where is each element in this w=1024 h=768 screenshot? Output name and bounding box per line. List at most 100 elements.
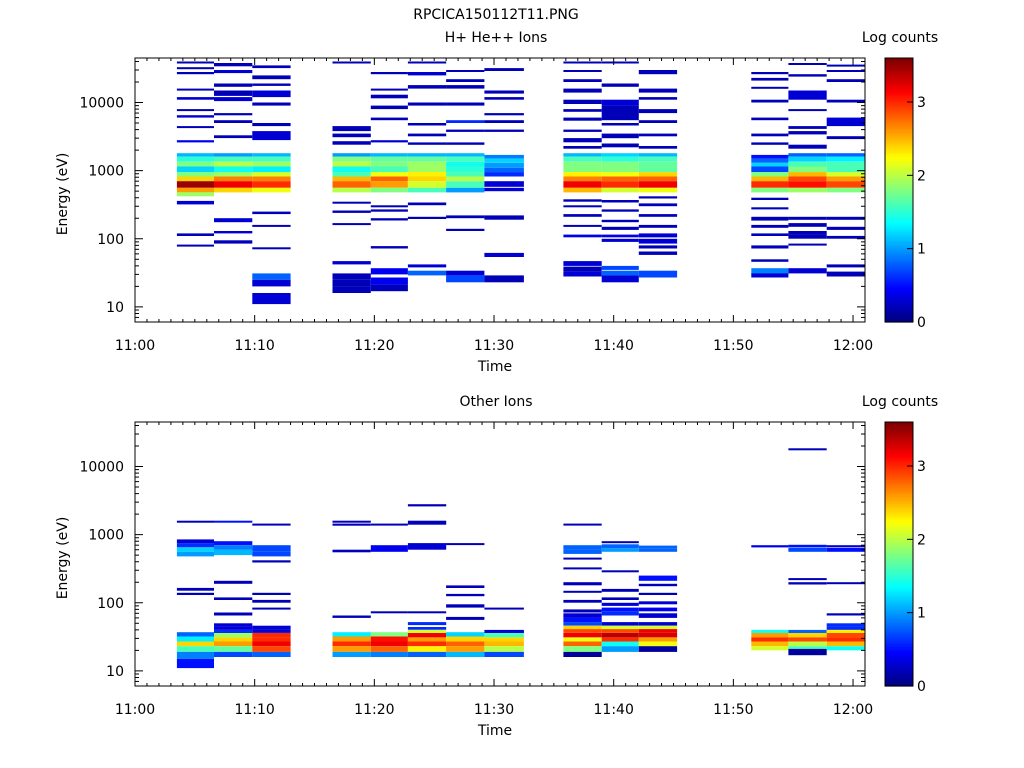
heatmap-cell: [407, 543, 447, 550]
colorbar-segment: [885, 433, 913, 436]
heatmap-cell: [370, 105, 408, 110]
heatmap-cell: [370, 72, 408, 75]
heatmap-cell: [826, 626, 865, 630]
colorbar-segment: [885, 249, 913, 253]
heatmap-cell: [214, 637, 253, 642]
heatmap-cell: [788, 156, 827, 162]
heatmap-cell: [751, 158, 789, 163]
colorbar-segment: [885, 302, 913, 305]
y-tick-label: 1000: [88, 164, 124, 180]
heatmap-cell: [563, 109, 602, 112]
heatmap-cell: [332, 641, 371, 647]
heatmap-cell: [214, 181, 253, 188]
colorbar-segment: [885, 97, 913, 101]
colorbar-segment: [885, 543, 913, 546]
figure-title: RPCICA150112T11.PNG: [413, 7, 578, 23]
heatmap-cell: [407, 133, 447, 137]
colorbar-segment: [885, 490, 913, 493]
heatmap-cell: [332, 615, 371, 618]
colorbar-segment: [885, 659, 913, 663]
heatmap-cell: [563, 622, 602, 626]
heatmap-cell: [484, 646, 524, 652]
heatmap-cell: [563, 582, 602, 586]
colorbar-segment: [885, 624, 913, 628]
heatmap-cell: [484, 181, 524, 187]
colorbar-segment: [885, 556, 913, 559]
heatmap-cell: [563, 117, 602, 121]
heatmap-cell: [484, 607, 524, 610]
heatmap-cell: [214, 231, 253, 234]
colorbar-segment: [885, 637, 913, 641]
colorbar-segment: [885, 207, 913, 211]
colorbar-segment: [885, 115, 913, 118]
colorbar-segment: [885, 675, 913, 678]
heatmap-cell: [563, 214, 602, 217]
x-tick-label: 11:50: [713, 338, 753, 354]
colorbar-segment: [885, 102, 913, 105]
colorbar-segment: [885, 538, 913, 542]
heatmap-cell: [446, 70, 485, 72]
heatmap-cell: [601, 275, 639, 283]
heatmap-cell: [563, 138, 602, 143]
heatmap-cell: [407, 156, 447, 162]
heatmap-cell: [176, 140, 214, 143]
colorbar-segment: [885, 282, 913, 286]
colorbar-segment: [885, 602, 913, 606]
colorbar-segment: [885, 514, 913, 518]
heatmap-cell: [751, 176, 789, 182]
heatmap-cell: [601, 622, 639, 626]
x-tick-label: 11:40: [594, 338, 634, 354]
heatmap-cell: [563, 637, 602, 642]
heatmap-cell: [176, 161, 214, 167]
colorbar-segment: [885, 518, 913, 522]
heatmap-cell: [332, 261, 371, 265]
heatmap-cell: [601, 181, 639, 188]
colorbar-segment: [885, 236, 913, 239]
heatmap-cell: [563, 172, 602, 177]
colorbar-tick-label: 3: [917, 95, 926, 111]
colorbar-segment: [885, 457, 913, 460]
heatmap-cell: [484, 252, 524, 257]
heatmap-cell: [638, 251, 678, 255]
heatmap-cell: [484, 167, 524, 173]
heatmap-cell: [446, 585, 485, 588]
colorbar-segment: [885, 615, 913, 619]
plot-frame: [134, 421, 866, 687]
heatmap-cell: [370, 268, 408, 275]
heatmap-cell: [826, 226, 865, 230]
heatmap-cell: [407, 61, 447, 64]
heatmap-cell: [176, 646, 214, 652]
heatmap-cell: [788, 268, 827, 274]
heatmap-cell: [332, 651, 371, 657]
heatmap-cell: [407, 172, 447, 177]
colorbar-segment: [885, 260, 913, 264]
colorbar-segment: [885, 547, 913, 551]
heatmap-cell: [638, 233, 678, 238]
colorbar-segment: [885, 584, 913, 588]
heatmap-cell: [788, 547, 827, 552]
heatmap-cell: [370, 209, 408, 212]
heatmap-cell: [601, 629, 639, 633]
colorbar-segment: [885, 620, 913, 623]
heatmap-cell: [601, 234, 639, 238]
heatmap-cell: [826, 235, 865, 239]
heatmap-cell: [638, 238, 678, 244]
heatmap-cell: [407, 270, 447, 276]
heatmap-cell: [563, 234, 602, 238]
colorbar-segment: [885, 216, 913, 220]
colorbar-segment: [885, 554, 913, 557]
colorbar-segment: [885, 463, 913, 467]
heatmap-cell: [252, 625, 291, 630]
heatmap-cell: [638, 575, 678, 581]
panel-h-he-ions: H+ He++ Ions Time Energy (eV) 11:00 11:10 11:…: [55, 30, 938, 375]
colorbar-segment: [885, 613, 913, 617]
heatmap-cell: [252, 187, 291, 193]
colorbar-segment: [885, 560, 913, 564]
heatmap-cell: [638, 592, 678, 595]
heatmap-cell: [214, 597, 253, 600]
heatmap-cell: [788, 181, 827, 188]
colorbar-segment: [885, 606, 913, 610]
heatmap-cell: [484, 90, 524, 94]
heatmap-cell: [826, 613, 865, 616]
heatmap-cell: [370, 611, 408, 614]
